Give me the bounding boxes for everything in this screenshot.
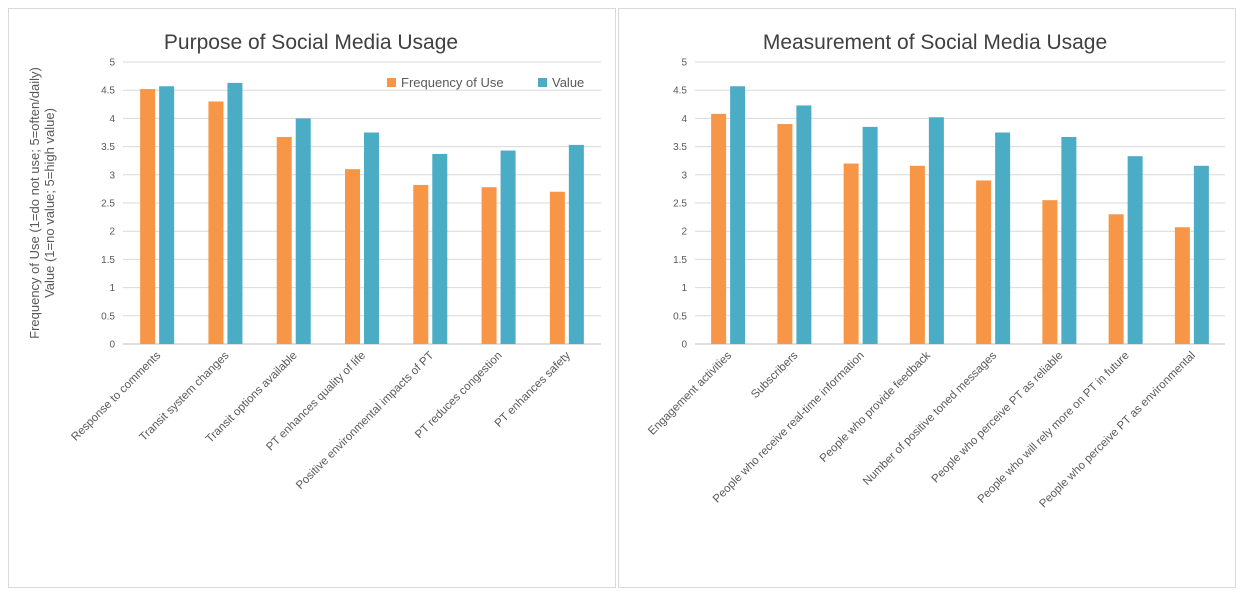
frequency-bar: [711, 113, 727, 344]
frequency-bar: [140, 89, 156, 345]
y-tick-label: 1.5: [673, 255, 687, 266]
value-bar: [1193, 165, 1209, 344]
value-bar: [432, 153, 448, 344]
value-bar: [796, 105, 812, 344]
frequency-bar: [276, 137, 292, 344]
y-axis-label-group: Frequency of Use (1=do not use; 5=often/…: [27, 67, 57, 339]
measurement-chart: Measurement of Social Media Usage 0 0.5 1 1.…: [646, 31, 1225, 511]
legend-label-frequency: Frequency of Use: [401, 75, 504, 90]
x-category-label: Positive environmental impacts of PT: [294, 350, 436, 492]
y-tick-label: 3.5: [101, 142, 115, 153]
y-tick-label: 0: [109, 340, 115, 351]
y-tick-label: 2: [109, 227, 115, 238]
y-tick-label: 3: [109, 170, 115, 181]
y-axis-label-frequency: Frequency of Use (1=do not use; 5=often/…: [27, 67, 42, 339]
y-tick-label: 5: [681, 58, 687, 69]
value-bar: [1127, 156, 1143, 344]
chart-panel-measurement: Measurement of Social Media Usage 0 0.5 1 1.…: [618, 8, 1236, 588]
x-category-label: People who provide feedback: [818, 349, 933, 464]
value-bar: [928, 117, 944, 344]
x-category-label: People who perceive PT as reliable: [930, 350, 1066, 486]
y-tick-label: 0.5: [673, 311, 687, 322]
frequency-bar: [345, 169, 360, 344]
frequency-bar: [413, 184, 429, 344]
y-tick-label: 1.5: [101, 255, 115, 266]
y-tick-label: 4.5: [101, 86, 115, 97]
purpose-chart: Purpose of Social Media Usage Frequency o…: [27, 31, 601, 492]
y-tick-label: 2: [681, 227, 687, 238]
legend: Frequency of Use Value: [387, 75, 584, 90]
x-category-label: People who receive real-time information: [711, 350, 867, 506]
y-tick-label: 5: [109, 58, 115, 69]
x-category-label: People who will rely more on PT in futur…: [976, 350, 1132, 506]
value-bar: [295, 118, 311, 345]
chart-title: Measurement of Social Media Usage: [763, 31, 1107, 54]
x-category-label: PT enhances safety: [493, 349, 573, 429]
frequency-bar: [909, 165, 925, 344]
frequency-bar: [777, 124, 793, 344]
frequency-bar: [481, 187, 497, 344]
value-bar: [500, 150, 516, 344]
y-tick-label: 2.5: [101, 199, 115, 210]
y-tick-label: 3.5: [673, 142, 687, 153]
y-tick-label: 4: [681, 114, 687, 125]
x-category-label: Engagement activities: [646, 349, 734, 437]
legend-label-value: Value: [552, 75, 584, 90]
x-category-label: Number of positive toned messages: [861, 349, 999, 487]
value-bar: [364, 132, 379, 344]
y-tick-label: 3: [681, 170, 687, 181]
value-bar: [995, 132, 1011, 344]
frequency-bar: [843, 163, 859, 344]
y-tick-label: 4.5: [673, 86, 687, 97]
x-category-label: Subscribers: [749, 349, 801, 401]
value-bar: [568, 144, 584, 344]
y-tick-label: 0: [681, 340, 687, 351]
frequency-bar: [1174, 227, 1190, 344]
value-bar: [227, 82, 243, 345]
chart-panel-purpose: Purpose of Social Media Usage Frequency o…: [8, 8, 616, 588]
y-tick-label: 2.5: [673, 199, 687, 210]
frequency-bar: [549, 191, 565, 344]
frequency-bar: [1042, 200, 1058, 344]
frequency-bar: [208, 101, 224, 344]
value-bar: [159, 86, 175, 344]
frequency-bar: [976, 180, 992, 344]
y-tick-label: 1: [681, 283, 687, 294]
value-bar: [862, 126, 878, 344]
value-bar: [730, 86, 746, 344]
y-axis-label-value: Value (1=no value; 5=high value): [42, 108, 57, 298]
y-tick-label: 1: [109, 283, 115, 294]
frequency-bar: [1108, 214, 1124, 344]
legend-swatch-frequency: [387, 78, 396, 87]
y-tick-label: 0.5: [101, 311, 115, 322]
legend-swatch-value: [538, 78, 547, 87]
x-category-label: People who perceive PT as environmental: [1037, 350, 1198, 511]
chart-title: Purpose of Social Media Usage: [164, 31, 458, 54]
value-bar: [1061, 137, 1077, 344]
y-tick-label: 4: [109, 114, 115, 125]
